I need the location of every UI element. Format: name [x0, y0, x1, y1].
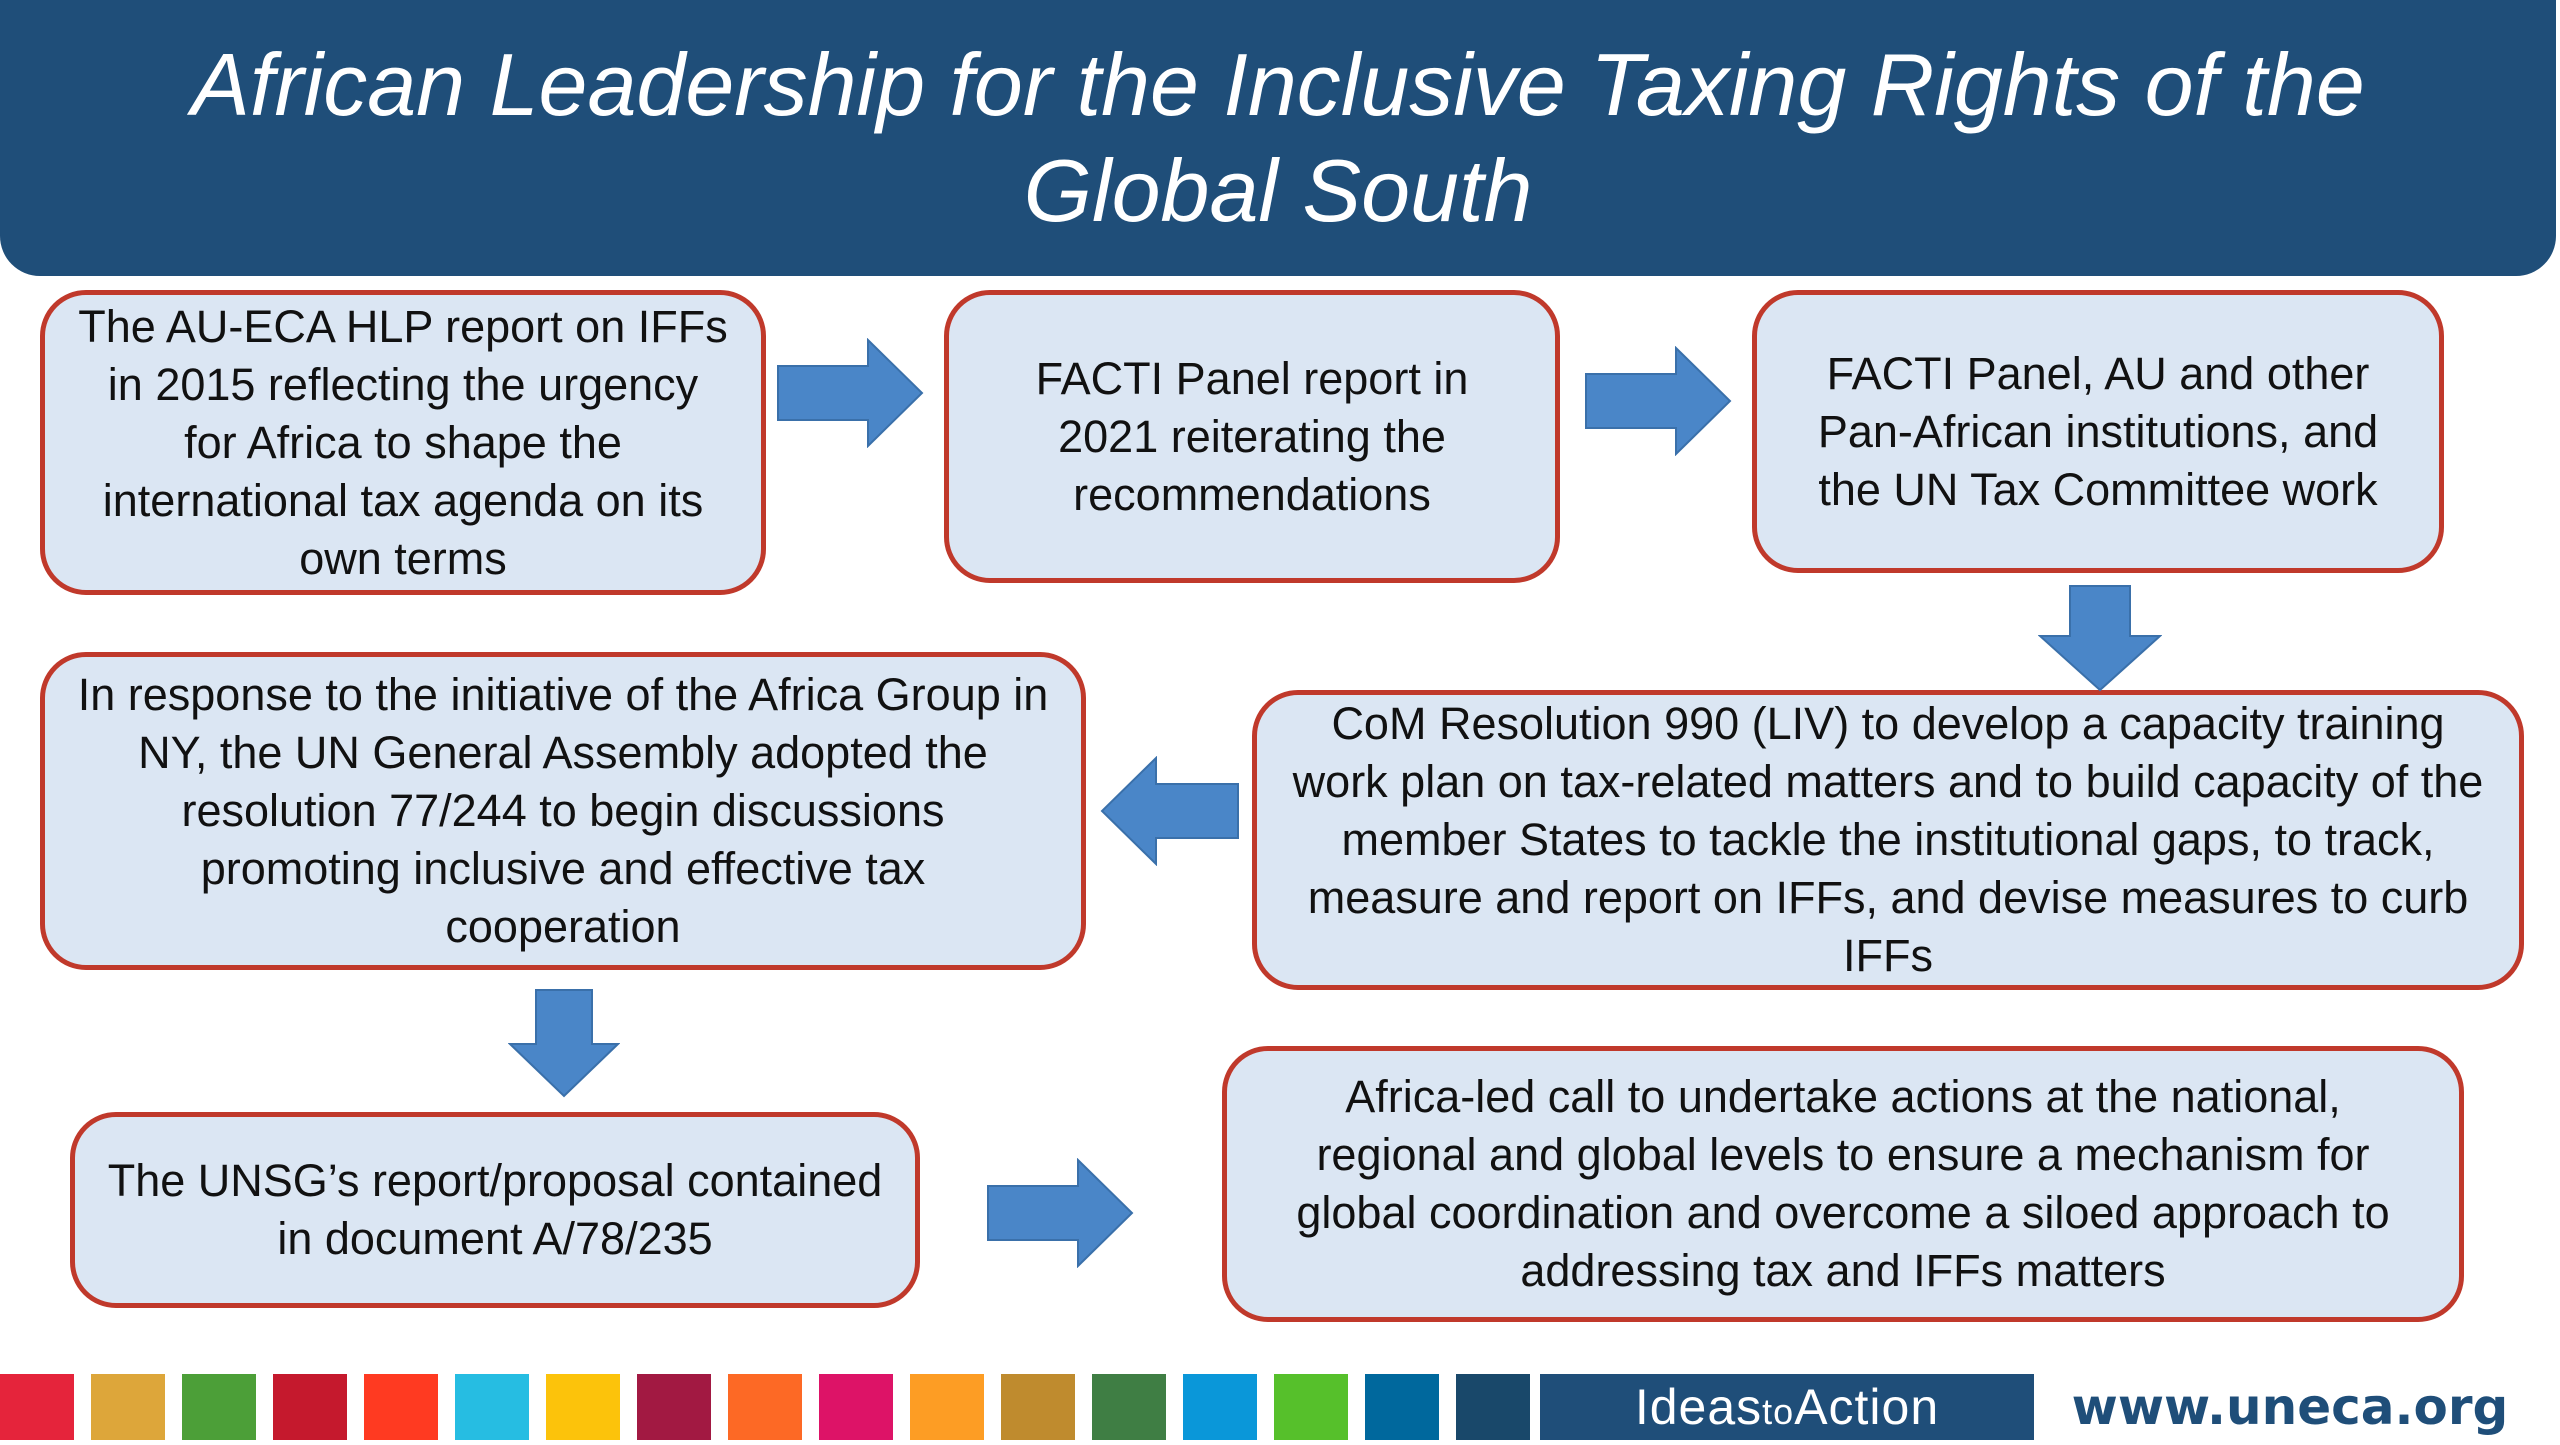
sdg-color-square: [910, 1374, 984, 1440]
box-unsg-report: The UNSG’s report/proposal contained in …: [70, 1112, 920, 1308]
box-facti-report: FACTI Panel report in 2021 reiterating t…: [944, 290, 1560, 583]
arrow-right-icon: [987, 1158, 1134, 1268]
sdg-color-square: [1001, 1374, 1075, 1440]
sdg-color-square: [819, 1374, 893, 1440]
box-africa-call-text: Africa-led call to undertake actions at …: [1296, 1071, 2390, 1296]
box-unsg-report-text: The UNSG’s report/proposal contained in …: [107, 1155, 883, 1264]
ideas-to-action-logo: IdeastoAction: [1540, 1374, 2034, 1440]
sdg-color-square: [273, 1374, 347, 1440]
arrow-right-icon: [777, 338, 924, 448]
box-unga-resolution-text: In response to the initiative of the Afr…: [77, 669, 1049, 952]
box-unga-resolution: In response to the initiative of the Afr…: [40, 652, 1086, 970]
sdg-color-square: [546, 1374, 620, 1440]
sdg-color-square: [1456, 1374, 1530, 1440]
box-com-resolution: CoM Resolution 990 (LIV) to develop a ca…: [1252, 690, 2524, 990]
arrow-left-icon: [1100, 756, 1239, 866]
title-banner: African Leadership for the Inclusive Tax…: [0, 0, 2556, 276]
arrow-down-icon: [508, 989, 620, 1098]
sdg-color-square: [182, 1374, 256, 1440]
box-hlp-report: The AU-ECA HLP report on IFFs in 2015 re…: [40, 290, 766, 595]
website-url[interactable]: www.uneca.org: [2071, 1378, 2509, 1436]
sdg-color-square: [1274, 1374, 1348, 1440]
arrow-down-icon: [2038, 585, 2162, 692]
page-title: African Leadership for the Inclusive Tax…: [191, 35, 2365, 240]
sdg-color-square: [91, 1374, 165, 1440]
sdg-color-square: [1092, 1374, 1166, 1440]
box-facti-report-text: FACTI Panel report in 2021 reiterating t…: [1035, 352, 1469, 520]
sdg-color-square: [728, 1374, 802, 1440]
box-africa-call: Africa-led call to undertake actions at …: [1222, 1046, 2464, 1322]
arrow-right-icon: [1585, 346, 1732, 456]
sdg-color-square: [1365, 1374, 1439, 1440]
sdg-color-square: [364, 1374, 438, 1440]
box-com-resolution-text: CoM Resolution 990 (LIV) to develop a ca…: [1292, 698, 2484, 981]
box-hlp-report-text: The AU-ECA HLP report on IFFs in 2015 re…: [78, 300, 728, 584]
sdg-color-strip: [0, 1374, 1550, 1440]
sdg-color-square: [1183, 1374, 1257, 1440]
box-facti-au-un: FACTI Panel, AU and other Pan-African in…: [1752, 290, 2444, 573]
box-facti-au-un-text: FACTI Panel, AU and other Pan-African in…: [1817, 347, 2379, 515]
sdg-color-square: [455, 1374, 529, 1440]
sdg-color-square: [637, 1374, 711, 1440]
sdg-color-square: [0, 1374, 74, 1440]
